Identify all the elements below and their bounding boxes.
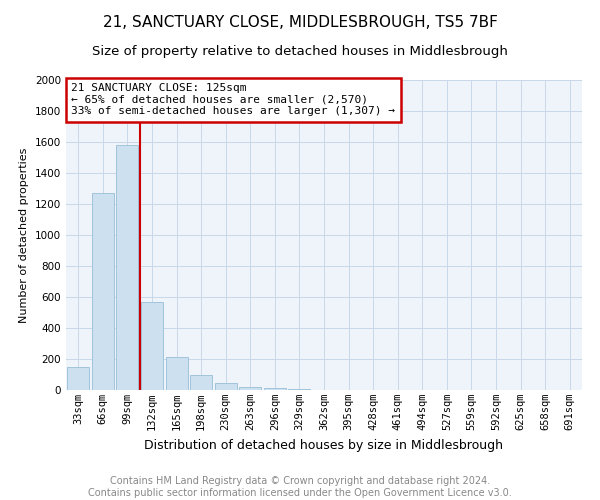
Bar	[239, 387, 262, 390]
Y-axis label: Number of detached properties: Number of detached properties	[19, 148, 29, 322]
Bar	[190, 374, 212, 390]
X-axis label: Distribution of detached houses by size in Middlesbrough: Distribution of detached houses by size …	[145, 438, 503, 452]
Text: Contains HM Land Registry data © Crown copyright and database right 2024.
Contai: Contains HM Land Registry data © Crown c…	[88, 476, 512, 498]
Bar	[289, 389, 310, 390]
Bar	[264, 388, 286, 390]
Bar	[92, 193, 114, 390]
Text: Size of property relative to detached houses in Middlesbrough: Size of property relative to detached ho…	[92, 45, 508, 58]
Bar	[166, 356, 188, 390]
Bar	[116, 145, 139, 390]
Text: 21 SANCTUARY CLOSE: 125sqm
← 65% of detached houses are smaller (2,570)
33% of s: 21 SANCTUARY CLOSE: 125sqm ← 65% of deta…	[71, 83, 395, 116]
Text: 21, SANCTUARY CLOSE, MIDDLESBROUGH, TS5 7BF: 21, SANCTUARY CLOSE, MIDDLESBROUGH, TS5 …	[103, 15, 497, 30]
Bar	[67, 367, 89, 390]
Bar	[141, 302, 163, 390]
Bar	[215, 383, 237, 390]
